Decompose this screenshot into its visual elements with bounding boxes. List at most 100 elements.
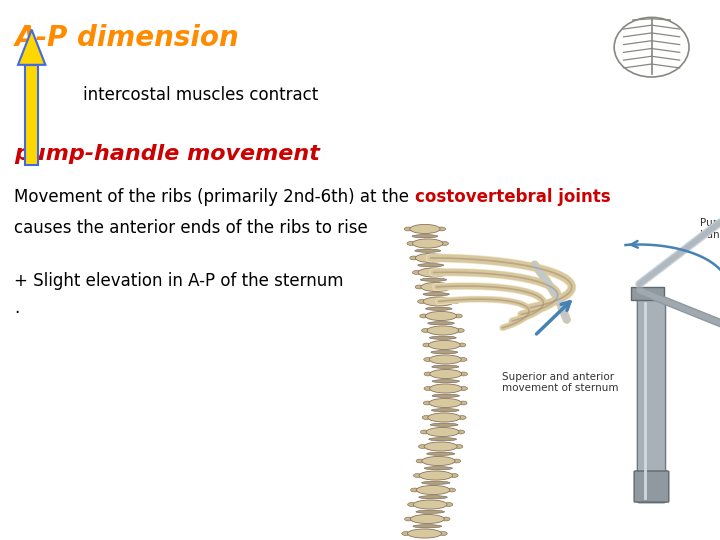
Polygon shape xyxy=(18,30,45,65)
Bar xyxy=(25,65,38,165)
Ellipse shape xyxy=(456,328,464,333)
Ellipse shape xyxy=(453,459,461,463)
Ellipse shape xyxy=(424,357,432,361)
Ellipse shape xyxy=(432,394,459,397)
Ellipse shape xyxy=(418,444,426,448)
Ellipse shape xyxy=(421,328,430,333)
Text: Pump
handle: Pump handle xyxy=(700,218,720,240)
Ellipse shape xyxy=(418,300,426,303)
Ellipse shape xyxy=(422,416,431,420)
Ellipse shape xyxy=(418,268,449,277)
FancyBboxPatch shape xyxy=(637,299,665,503)
Ellipse shape xyxy=(429,399,462,408)
Ellipse shape xyxy=(419,471,452,480)
Ellipse shape xyxy=(424,387,432,390)
Ellipse shape xyxy=(424,372,432,376)
Ellipse shape xyxy=(410,256,418,260)
Text: causes the anterior ends of the ribs to rise: causes the anterior ends of the ribs to … xyxy=(14,219,368,237)
Ellipse shape xyxy=(426,312,456,321)
Text: .: . xyxy=(14,299,19,317)
Ellipse shape xyxy=(458,343,466,347)
Ellipse shape xyxy=(428,413,460,422)
Ellipse shape xyxy=(430,369,462,379)
Ellipse shape xyxy=(420,314,428,318)
Ellipse shape xyxy=(416,459,424,463)
Ellipse shape xyxy=(423,297,454,306)
Ellipse shape xyxy=(428,340,460,349)
Ellipse shape xyxy=(458,416,466,420)
Ellipse shape xyxy=(413,500,447,509)
Text: Superior and anterior
movement of sternum: Superior and anterior movement of sternu… xyxy=(503,372,618,393)
FancyBboxPatch shape xyxy=(634,471,669,502)
Ellipse shape xyxy=(410,515,444,524)
Ellipse shape xyxy=(402,531,410,536)
Ellipse shape xyxy=(431,409,459,412)
Text: pump-handle movement: pump-handle movement xyxy=(14,144,320,164)
Ellipse shape xyxy=(413,474,421,477)
Text: Movement of the ribs (primarily 2nd-6th) at the: Movement of the ribs (primarily 2nd-6th)… xyxy=(14,188,415,206)
Text: intercostal muscles contract: intercostal muscles contract xyxy=(83,85,318,104)
Ellipse shape xyxy=(413,271,420,274)
Ellipse shape xyxy=(405,517,413,521)
Ellipse shape xyxy=(426,307,452,310)
Ellipse shape xyxy=(408,503,415,507)
Ellipse shape xyxy=(459,357,467,361)
Ellipse shape xyxy=(428,322,454,325)
Ellipse shape xyxy=(429,355,462,364)
Ellipse shape xyxy=(442,517,450,521)
Ellipse shape xyxy=(422,481,450,484)
Ellipse shape xyxy=(424,442,457,451)
Ellipse shape xyxy=(422,456,455,465)
Ellipse shape xyxy=(410,488,418,492)
Ellipse shape xyxy=(424,467,452,470)
Ellipse shape xyxy=(427,452,455,455)
Ellipse shape xyxy=(404,227,413,231)
Ellipse shape xyxy=(455,444,463,448)
Text: A-P dimension: A-P dimension xyxy=(14,24,239,52)
Ellipse shape xyxy=(449,285,457,289)
Ellipse shape xyxy=(416,510,444,514)
Ellipse shape xyxy=(420,282,451,292)
Ellipse shape xyxy=(423,343,431,347)
Ellipse shape xyxy=(430,384,462,393)
Ellipse shape xyxy=(408,529,441,538)
Ellipse shape xyxy=(459,372,467,376)
Ellipse shape xyxy=(415,285,423,289)
Ellipse shape xyxy=(444,256,451,260)
Ellipse shape xyxy=(416,485,450,495)
Ellipse shape xyxy=(423,293,449,296)
Ellipse shape xyxy=(413,525,441,528)
Ellipse shape xyxy=(429,336,456,339)
Ellipse shape xyxy=(418,264,444,267)
Ellipse shape xyxy=(407,241,415,245)
Polygon shape xyxy=(631,287,664,300)
Ellipse shape xyxy=(415,249,441,252)
Ellipse shape xyxy=(432,380,459,383)
Ellipse shape xyxy=(431,350,458,354)
Ellipse shape xyxy=(459,401,467,405)
Ellipse shape xyxy=(452,300,460,303)
Ellipse shape xyxy=(441,241,449,245)
Ellipse shape xyxy=(413,239,443,248)
Ellipse shape xyxy=(456,430,464,434)
Ellipse shape xyxy=(439,531,447,536)
Ellipse shape xyxy=(454,314,462,318)
Ellipse shape xyxy=(431,423,458,427)
Ellipse shape xyxy=(412,234,438,238)
Text: costovertebral joints: costovertebral joints xyxy=(415,188,611,206)
Ellipse shape xyxy=(459,387,467,390)
Ellipse shape xyxy=(420,278,446,281)
Ellipse shape xyxy=(423,401,431,405)
Ellipse shape xyxy=(438,227,446,231)
Ellipse shape xyxy=(419,496,447,499)
Ellipse shape xyxy=(428,437,456,441)
Text: + Slight elevation in A-P of the sternum: + Slight elevation in A-P of the sternum xyxy=(14,272,344,290)
Ellipse shape xyxy=(432,365,459,368)
Ellipse shape xyxy=(410,225,440,233)
Ellipse shape xyxy=(415,253,446,262)
Ellipse shape xyxy=(446,271,454,274)
Ellipse shape xyxy=(445,503,453,507)
Ellipse shape xyxy=(420,430,428,434)
Ellipse shape xyxy=(426,428,459,436)
Ellipse shape xyxy=(427,326,459,335)
